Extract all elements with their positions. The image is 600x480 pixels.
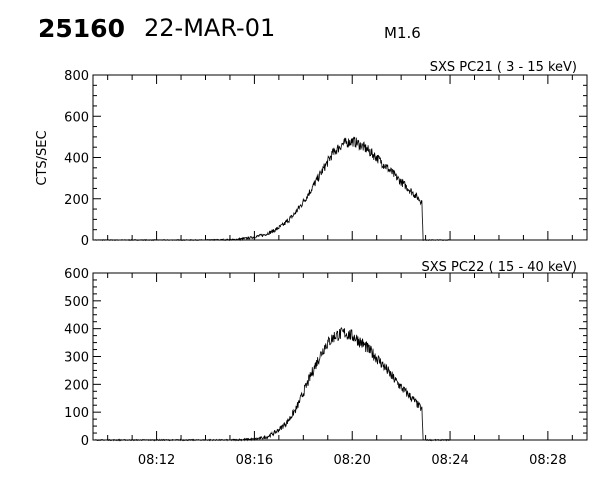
panel-pc22: SXS PC22 ( 15 - 40 keV) 0 100 200 300 400 500… bbox=[64, 260, 588, 468]
flare-class-label: M1.6 bbox=[384, 24, 421, 42]
y-tick-label: 800 bbox=[64, 69, 89, 84]
y-tick-label: 300 bbox=[64, 351, 89, 366]
y-tick-label: 0 bbox=[81, 434, 89, 449]
event-date: 22-MAR-01 bbox=[144, 14, 276, 42]
y-tick-label: 400 bbox=[64, 152, 89, 167]
plot-frame bbox=[92, 74, 588, 241]
x-tick-label: 08:20 bbox=[333, 453, 370, 468]
panel-pc22-title: SXS PC22 ( 15 - 40 keV) bbox=[421, 260, 577, 275]
panel-pc21: SXS PC21 ( 3 - 15 keV) CTS/SEC 0 200 400 60… bbox=[35, 60, 588, 249]
y-tick-label: 100 bbox=[64, 406, 89, 421]
y-tick-label: 400 bbox=[64, 323, 89, 338]
event-id: 25160 bbox=[38, 14, 125, 43]
plot-frame bbox=[92, 272, 588, 441]
x-tick-label: 08:24 bbox=[431, 453, 468, 468]
count-rate-series bbox=[95, 136, 451, 242]
y-tick-label: 600 bbox=[64, 267, 89, 282]
y-tick-label: 500 bbox=[64, 295, 89, 310]
y-tick-label: 200 bbox=[64, 378, 89, 393]
x-tick-label: 08:12 bbox=[138, 453, 175, 468]
x-tick-label: 08:28 bbox=[529, 453, 566, 468]
y-axis-label: CTS/SEC bbox=[35, 130, 50, 185]
panel-pc21-title: SXS PC21 ( 3 - 15 keV) bbox=[430, 60, 577, 75]
y-tick-label: 600 bbox=[64, 110, 89, 125]
y-tick-label: 200 bbox=[64, 193, 89, 208]
y-tick-label: 0 bbox=[81, 234, 89, 249]
x-tick-label: 08:16 bbox=[236, 453, 273, 468]
count-rate-series bbox=[95, 327, 450, 442]
